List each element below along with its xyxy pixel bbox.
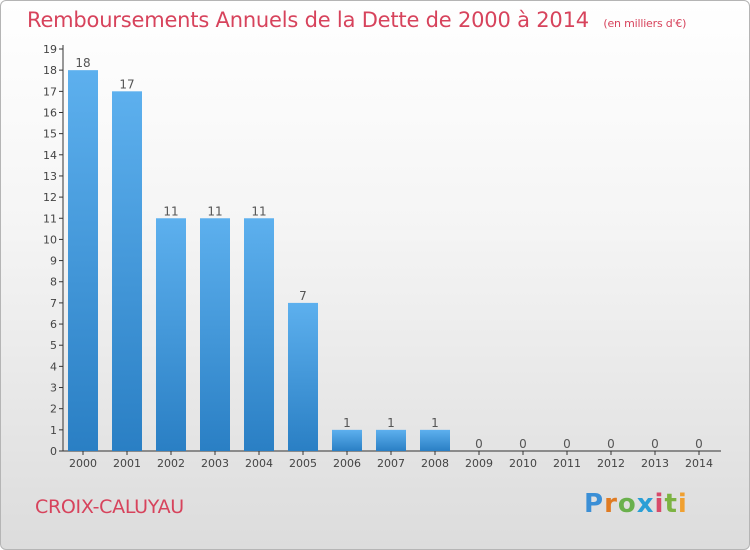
y-tick-label: 14 <box>43 149 57 162</box>
x-tick-label: 2011 <box>553 457 581 470</box>
value-label: 18 <box>75 56 90 70</box>
y-tick-label: 15 <box>43 128 57 141</box>
y-tick-label: 5 <box>50 339 57 352</box>
y-tick-label: 4 <box>50 360 57 373</box>
y-tick-label: 13 <box>43 170 57 183</box>
logo-letter: i <box>654 489 665 519</box>
value-label: 11 <box>251 204 266 218</box>
value-label: 17 <box>119 77 134 91</box>
bar <box>420 429 450 451</box>
value-label: 0 <box>475 437 483 451</box>
value-label: 11 <box>163 204 178 218</box>
x-tick-label: 2002 <box>157 457 185 470</box>
value-label: 0 <box>607 437 615 451</box>
y-tick-label: 6 <box>50 318 57 331</box>
y-tick-label: 7 <box>50 297 57 310</box>
proxiti-logo: Proxiti <box>584 489 688 519</box>
y-tick-label: 16 <box>43 106 57 119</box>
commune-name: CROIX-CALUYAU <box>35 496 184 518</box>
x-tick-label: 2009 <box>465 457 493 470</box>
value-label: 1 <box>431 416 439 430</box>
y-tick-label: 17 <box>43 85 57 98</box>
y-tick-label: 10 <box>43 233 57 246</box>
y-tick-label: 19 <box>43 43 57 56</box>
value-label: 0 <box>519 437 527 451</box>
x-tick-label: 2008 <box>421 457 449 470</box>
logo-letter: o <box>617 489 637 519</box>
y-tick-label: 12 <box>43 191 57 204</box>
y-tick-label: 8 <box>50 276 57 289</box>
x-tick-label: 2001 <box>113 457 141 470</box>
x-tick-label: 2010 <box>509 457 537 470</box>
y-tick-label: 9 <box>50 255 57 268</box>
value-label: 1 <box>343 416 351 430</box>
value-label: 0 <box>651 437 659 451</box>
bar <box>332 429 362 451</box>
bar <box>244 218 274 451</box>
y-tick-label: 11 <box>43 212 57 225</box>
x-tick-label: 2000 <box>69 457 97 470</box>
bar <box>200 218 230 451</box>
x-tick-label: 2005 <box>289 457 317 470</box>
value-label: 11 <box>207 204 222 218</box>
y-tick-label: 2 <box>50 403 57 416</box>
x-tick-label: 2004 <box>245 457 273 470</box>
value-label: 1 <box>387 416 395 430</box>
y-tick-label: 18 <box>43 64 57 77</box>
x-tick-label: 2014 <box>685 457 713 470</box>
value-label: 7 <box>299 289 307 303</box>
chart-subtitle: (en milliers d'€) <box>603 17 687 30</box>
y-tick-label: 1 <box>50 424 57 437</box>
bar <box>112 91 142 451</box>
value-label: 0 <box>695 437 703 451</box>
logo-letter: t <box>664 489 678 519</box>
logo-letter: x <box>636 489 655 519</box>
y-tick-label: 3 <box>50 382 57 395</box>
bar <box>376 429 406 451</box>
y-tick-label: 0 <box>50 445 57 458</box>
bar <box>288 302 318 451</box>
logo-letter: r <box>604 489 618 519</box>
x-tick-label: 2003 <box>201 457 229 470</box>
logo-letter: i <box>677 489 688 519</box>
x-tick-label: 2006 <box>333 457 361 470</box>
x-tick-label: 2013 <box>641 457 669 470</box>
x-tick-label: 2007 <box>377 457 405 470</box>
logo-letter: P <box>584 489 605 519</box>
bar <box>156 218 186 451</box>
chart-title: Remboursements Annuels de la Dette de 20… <box>27 8 686 32</box>
x-tick-label: 2012 <box>597 457 625 470</box>
chart-title-text: Remboursements Annuels de la Dette de 20… <box>27 8 589 32</box>
bar <box>68 70 98 451</box>
value-label: 0 <box>563 437 571 451</box>
